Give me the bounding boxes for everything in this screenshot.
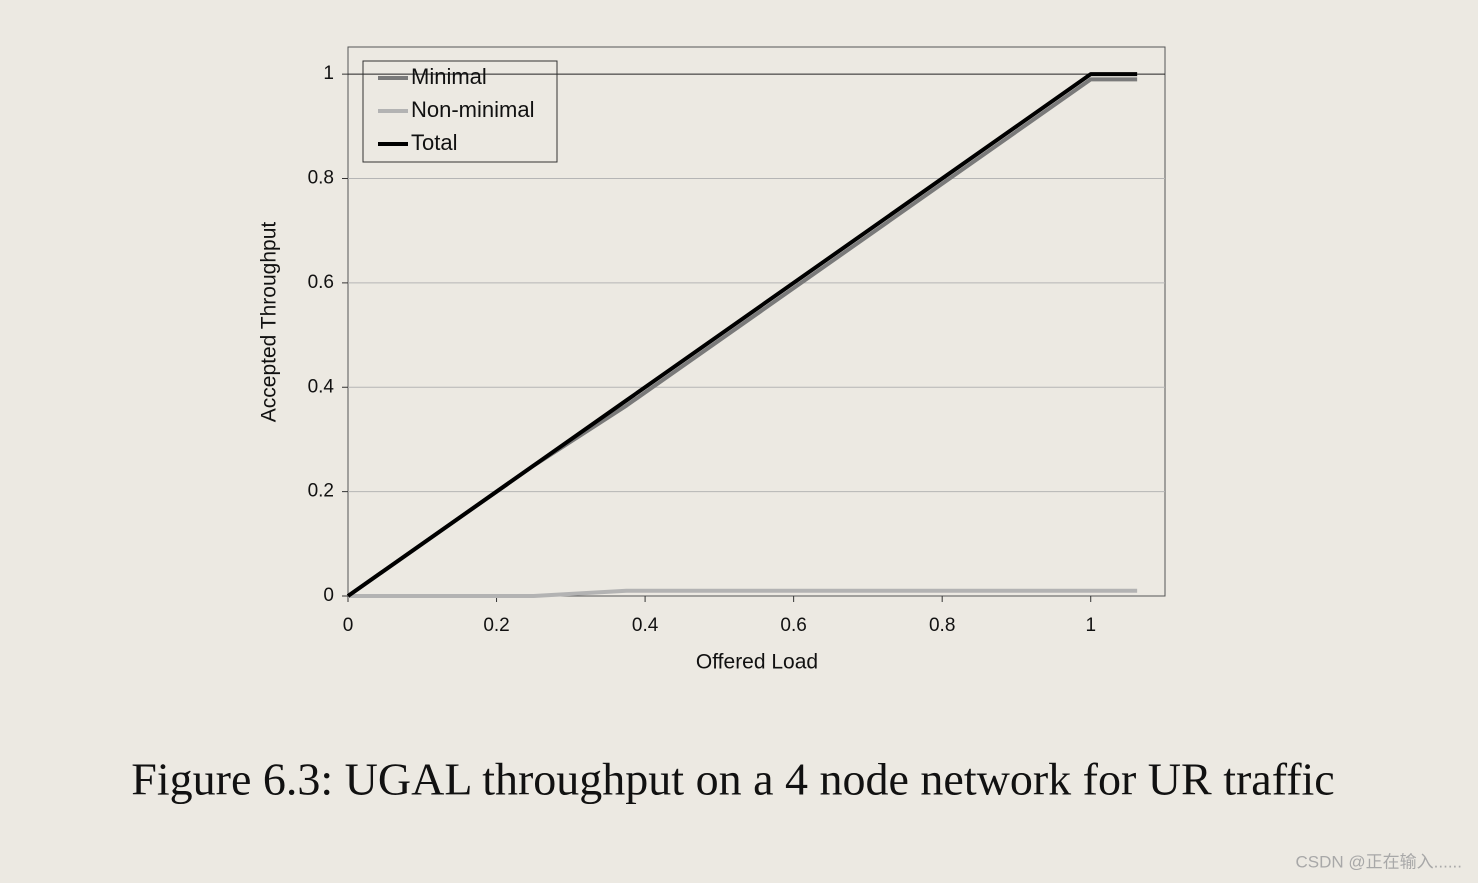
legend-label: Total	[411, 130, 457, 155]
caption: Figure 6.3: UGAL throughput on a 4 node …	[131, 754, 1334, 805]
y-axis-label: Accepted Throughput	[258, 222, 281, 423]
series-line	[346, 72, 1138, 598]
series-line	[348, 588, 1138, 598]
y-tick-label: 0.4	[308, 376, 335, 397]
y-tick-label: 0.2	[308, 481, 334, 502]
y-tick-label: 0.8	[308, 168, 334, 189]
x-tick-label: 1	[1085, 615, 1096, 636]
plot-area	[347, 46, 1166, 597]
legend-label: Minimal	[411, 64, 487, 89]
x-axis-label: Offered Load	[696, 651, 818, 674]
x-tick-label: 0.8	[929, 615, 955, 636]
series-line	[346, 77, 1138, 598]
x-tick-label: 0.4	[632, 615, 659, 636]
legend-box	[362, 60, 558, 163]
watermark: CSDN @正在输入......	[1296, 852, 1463, 871]
x-tick-label: 0.6	[780, 615, 806, 636]
x-tick-label: 0.2	[483, 615, 509, 636]
y-tick-label: 1	[323, 63, 334, 84]
x-tick-label: 0	[343, 615, 354, 636]
y-tick-label: 0	[323, 585, 334, 606]
y-tick-label: 0.6	[308, 272, 334, 293]
legend-label: Non-minimal	[411, 97, 534, 122]
